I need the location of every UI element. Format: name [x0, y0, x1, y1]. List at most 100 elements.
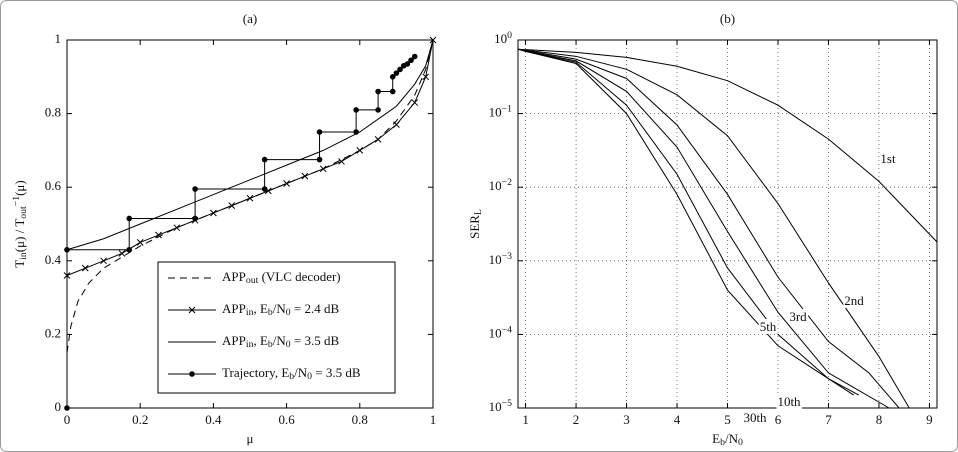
- text-part: = 3.5 dB: [291, 333, 340, 348]
- legend-marker: [189, 371, 195, 377]
- legend-box: [157, 261, 396, 394]
- chart-title: (b): [720, 11, 735, 26]
- y-axis-label: Tin(μ) / Tout−1(μ): [11, 180, 30, 267]
- marker: [389, 74, 396, 80]
- text-part: Trajectory, E: [222, 365, 289, 380]
- series-label: 2nd: [844, 293, 864, 308]
- legend-label: APPin, Eb/N0 = 2.4 dB: [222, 301, 339, 318]
- series-line: [517, 48, 910, 409]
- x-tick-label: 1: [430, 412, 437, 427]
- text-part: in: [18, 252, 29, 260]
- text-part: APP: [222, 269, 246, 284]
- label-bg: [742, 409, 769, 425]
- series-line: [517, 48, 938, 243]
- marker: [319, 165, 327, 173]
- x-tick-label: 0.8: [352, 412, 368, 427]
- marker: [375, 88, 381, 95]
- marker: [118, 250, 126, 257]
- marker: [411, 99, 419, 106]
- text-part: 0: [286, 339, 291, 350]
- x-tick-label: 4: [674, 412, 681, 427]
- text-part: T: [12, 260, 27, 268]
- text-part: /N: [273, 301, 287, 316]
- marker: [64, 405, 70, 411]
- text-part: out: [18, 206, 29, 219]
- text-part: (μ) / T: [12, 219, 27, 253]
- series-label: 30th: [743, 410, 767, 425]
- series-line: [517, 48, 854, 396]
- text-part: in: [246, 307, 254, 318]
- legend-label: APPin, Eb/N0 = 3.5 dB: [222, 333, 339, 350]
- series-label: 5th: [760, 319, 777, 334]
- text-part: 0: [286, 307, 291, 318]
- series-line: [517, 48, 900, 409]
- text-part: 10: [489, 105, 502, 120]
- marker: [246, 194, 254, 202]
- marker: [136, 239, 144, 246]
- marker: [192, 215, 198, 222]
- marker: [375, 107, 381, 113]
- chart-title: (a): [243, 11, 257, 26]
- text-part: APP: [222, 301, 246, 316]
- label-bg: [879, 150, 897, 166]
- x-tick-label: 8: [876, 412, 883, 427]
- text-part: −4: [502, 324, 512, 335]
- marker: [393, 70, 400, 76]
- marker: [408, 57, 414, 64]
- marker: [155, 231, 162, 239]
- marker: [353, 107, 359, 113]
- marker: [100, 257, 107, 265]
- marker: [397, 66, 403, 73]
- marker: [353, 129, 359, 135]
- x-axis-label: μ: [247, 431, 254, 446]
- legend-marker: [188, 306, 196, 314]
- text-part: /N: [294, 365, 308, 380]
- text-part: b: [720, 437, 725, 448]
- text-part: −3: [502, 251, 512, 262]
- text-part: 0: [738, 437, 743, 448]
- text-part: b: [268, 307, 273, 318]
- y-tick-label: 0: [55, 399, 62, 414]
- text-part: /N: [273, 333, 287, 348]
- text-part: in: [246, 339, 254, 350]
- marker: [228, 202, 236, 209]
- marker: [126, 215, 133, 222]
- y-tick-label: 10−5: [489, 398, 512, 414]
- y-tick-label: 10−2: [489, 177, 512, 193]
- marker: [64, 246, 70, 253]
- marker: [283, 180, 290, 187]
- x-tick-label: 6: [775, 412, 782, 427]
- text-part: out: [246, 275, 259, 286]
- marker: [374, 136, 382, 143]
- series-label: 10th: [777, 394, 801, 409]
- marker: [404, 61, 411, 67]
- y-tick-label: 1: [55, 31, 62, 46]
- label-bg: [843, 292, 866, 308]
- text-part: /N: [725, 431, 739, 446]
- text-part: 10: [489, 325, 502, 340]
- text-part: 0: [507, 30, 512, 41]
- label-bg: [788, 308, 809, 324]
- x-tick-label: 2: [573, 412, 580, 427]
- axes-box: [517, 39, 938, 409]
- y-tick-label: 10−1: [489, 103, 512, 119]
- text-part: b: [289, 371, 294, 382]
- marker: [301, 172, 309, 180]
- marker: [389, 88, 396, 95]
- text-part: 0: [307, 371, 312, 382]
- text-part: 10: [489, 252, 502, 267]
- text-part: = 2.4 dB: [291, 301, 340, 316]
- y-axis-label: SERL: [467, 209, 484, 239]
- y-tick-label: 10−3: [489, 251, 512, 267]
- x-tick-label: 0.4: [205, 412, 222, 427]
- marker: [393, 121, 400, 128]
- y-tick-label: 0.2: [45, 325, 61, 340]
- marker: [261, 186, 268, 192]
- text-part: , E: [253, 301, 268, 316]
- x-tick-label: 0.6: [278, 412, 295, 427]
- marker: [411, 53, 418, 60]
- text-part: −5: [502, 398, 512, 409]
- marker: [173, 224, 181, 232]
